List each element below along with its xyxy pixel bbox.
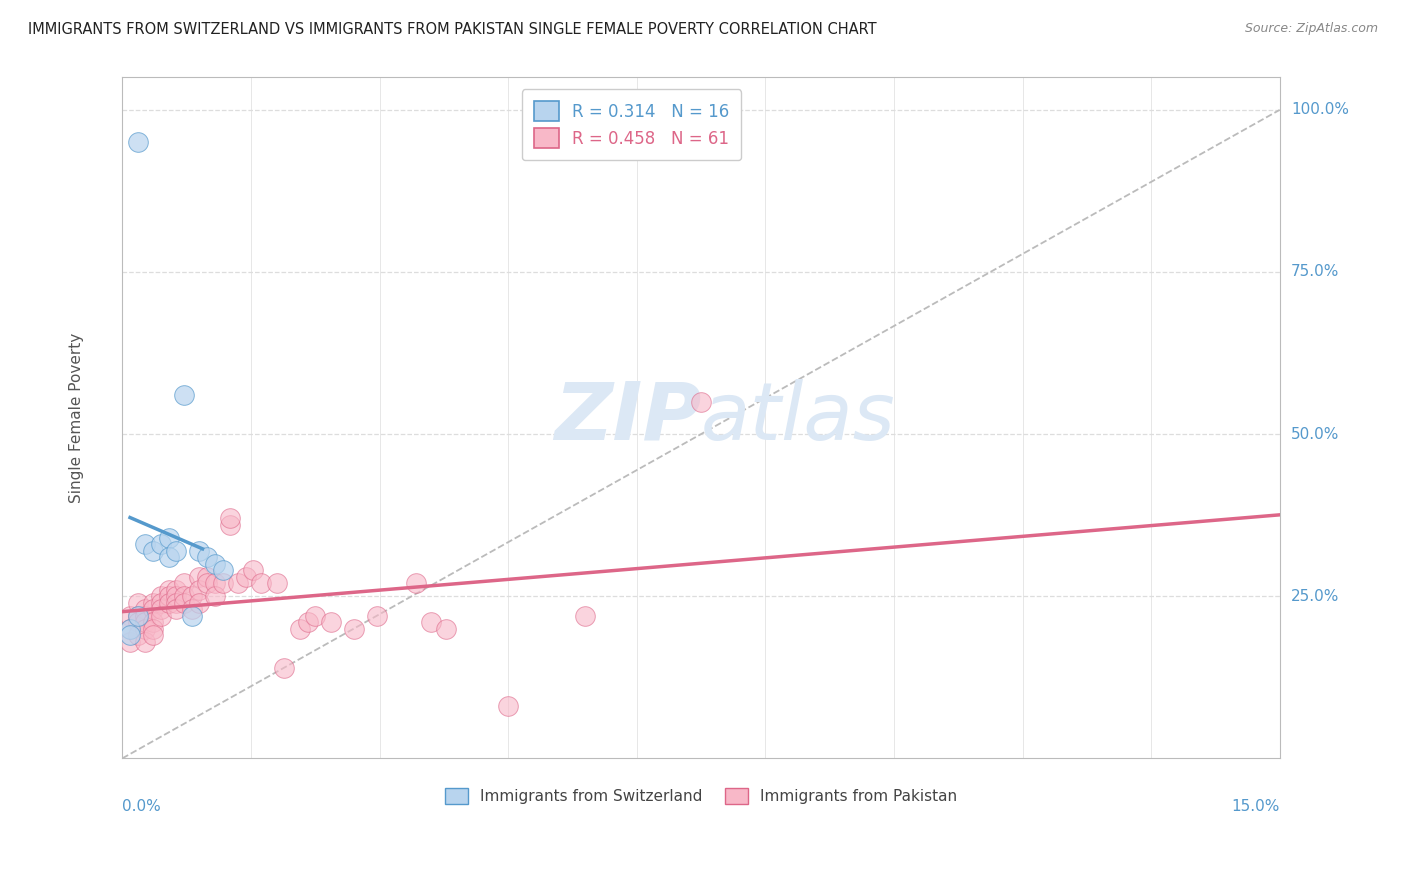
Point: [118, 622, 141, 636]
Point: [149, 602, 172, 616]
Point: [211, 563, 233, 577]
Text: 0.0%: 0.0%: [122, 799, 162, 814]
Point: [142, 615, 165, 629]
Text: 50.0%: 50.0%: [1291, 426, 1339, 442]
Point: [134, 615, 156, 629]
Point: [266, 576, 288, 591]
Point: [188, 582, 211, 597]
Text: 75.0%: 75.0%: [1291, 265, 1339, 279]
Text: 100.0%: 100.0%: [1291, 103, 1348, 118]
Point: [157, 589, 180, 603]
Point: [134, 608, 156, 623]
Point: [204, 576, 226, 591]
Point: [149, 596, 172, 610]
Point: [180, 608, 202, 623]
Point: [134, 602, 156, 616]
Point: [127, 136, 149, 150]
Point: [250, 576, 273, 591]
Point: [242, 563, 264, 577]
Text: atlas: atlas: [702, 379, 896, 457]
Text: Single Female Poverty: Single Female Poverty: [69, 333, 83, 503]
Point: [127, 608, 149, 623]
Point: [180, 602, 202, 616]
Legend: Immigrants from Switzerland, Immigrants from Pakistan: Immigrants from Switzerland, Immigrants …: [437, 780, 965, 812]
Point: [219, 517, 242, 532]
Point: [134, 634, 156, 648]
Point: [165, 589, 187, 603]
Point: [149, 537, 172, 551]
Point: [142, 544, 165, 558]
Point: [211, 576, 233, 591]
Point: [420, 615, 443, 629]
Point: [319, 615, 342, 629]
Point: [157, 531, 180, 545]
Text: IMMIGRANTS FROM SWITZERLAND VS IMMIGRANTS FROM PAKISTAN SINGLE FEMALE POVERTY CO: IMMIGRANTS FROM SWITZERLAND VS IMMIGRANT…: [28, 22, 877, 37]
Point: [165, 544, 187, 558]
Point: [142, 602, 165, 616]
Point: [366, 608, 388, 623]
Point: [180, 589, 202, 603]
Point: [118, 608, 141, 623]
Point: [188, 570, 211, 584]
Point: [195, 576, 218, 591]
Point: [118, 628, 141, 642]
Point: [574, 608, 596, 623]
Text: ZIP: ZIP: [554, 379, 702, 457]
Point: [690, 394, 713, 409]
Point: [343, 622, 366, 636]
Text: Source: ZipAtlas.com: Source: ZipAtlas.com: [1244, 22, 1378, 36]
Point: [496, 699, 519, 714]
Point: [173, 589, 195, 603]
Point: [157, 582, 180, 597]
Point: [273, 660, 295, 674]
Point: [149, 589, 172, 603]
Point: [405, 576, 427, 591]
Point: [149, 608, 172, 623]
Point: [134, 537, 156, 551]
Point: [157, 596, 180, 610]
Point: [434, 622, 457, 636]
Point: [226, 576, 249, 591]
Point: [288, 622, 311, 636]
Point: [235, 570, 257, 584]
Point: [173, 388, 195, 402]
Point: [173, 596, 195, 610]
Point: [127, 608, 149, 623]
Point: [304, 608, 326, 623]
Point: [188, 544, 211, 558]
Point: [165, 602, 187, 616]
Point: [188, 596, 211, 610]
Point: [165, 582, 187, 597]
Point: [204, 557, 226, 571]
Point: [165, 596, 187, 610]
Point: [173, 576, 195, 591]
Point: [142, 622, 165, 636]
Point: [127, 628, 149, 642]
Point: [195, 570, 218, 584]
Point: [297, 615, 319, 629]
Point: [134, 622, 156, 636]
Point: [157, 550, 180, 565]
Point: [127, 596, 149, 610]
Text: 15.0%: 15.0%: [1232, 799, 1279, 814]
Point: [142, 596, 165, 610]
Point: [219, 511, 242, 525]
Point: [127, 615, 149, 629]
Point: [118, 634, 141, 648]
Point: [118, 622, 141, 636]
Point: [142, 628, 165, 642]
Text: 25.0%: 25.0%: [1291, 589, 1339, 604]
Point: [195, 550, 218, 565]
Point: [204, 589, 226, 603]
